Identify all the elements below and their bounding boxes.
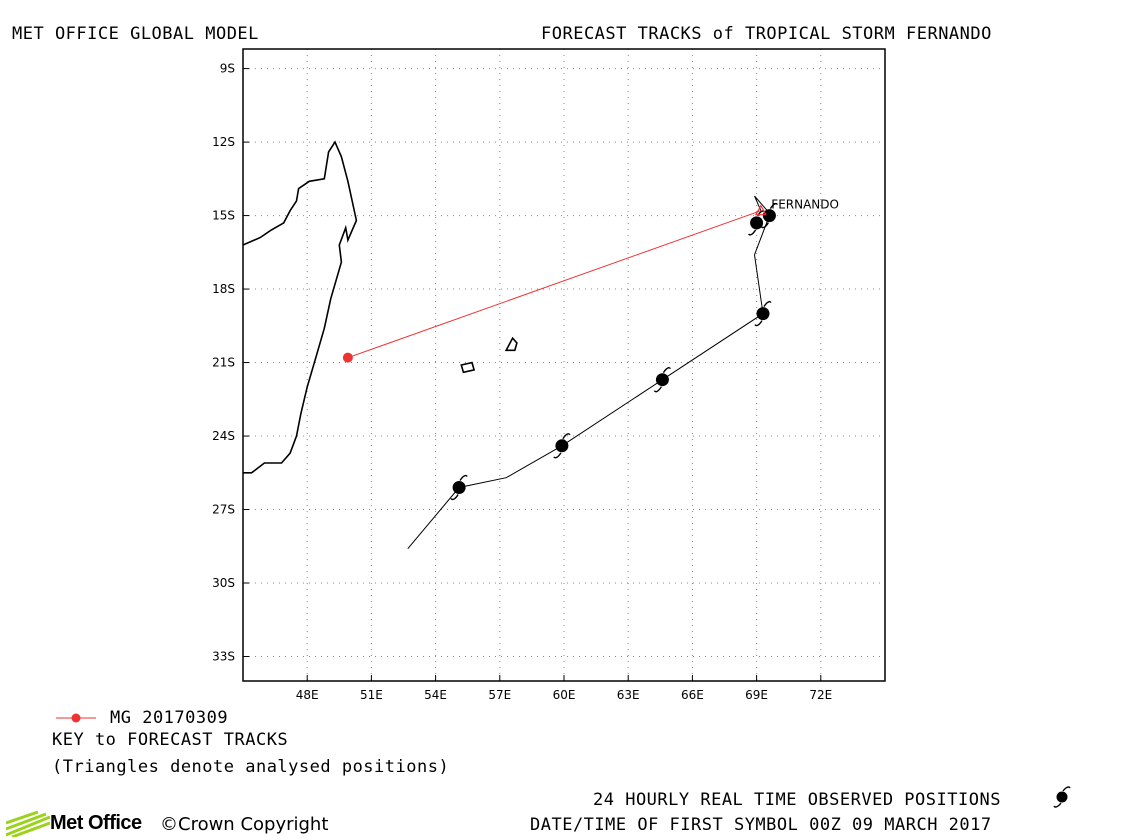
key-note: (Triangles denote analysed positions) [52, 757, 450, 777]
coastline-madagascar [242, 140, 358, 474]
y-tick-label: 21S [212, 356, 235, 370]
storm-symbol-body [762, 209, 776, 223]
met-office-logo-icon [6, 811, 50, 837]
storm-symbol-body [750, 216, 764, 230]
coastlines [242, 140, 518, 474]
storm-symbol-arm [763, 300, 772, 307]
y-tick-label: 15S [212, 209, 235, 223]
storm-symbol-arm [760, 222, 770, 229]
storm-symbol-arm [662, 367, 672, 374]
storm-symbol-icon [553, 433, 571, 459]
x-tick-label: 48E [296, 688, 319, 702]
axis-tick-labels: 48E 51E 54E 57E 60E 63E 66E 69E 72E 9S 12S 15S 18S 21… [212, 62, 832, 702]
storm-symbol-arm [769, 202, 779, 209]
storm-symbol-arm [653, 386, 663, 393]
y-tick-label: 27S [212, 503, 235, 517]
observed-track-line [407, 215, 770, 550]
storm-symbol-body [555, 439, 569, 453]
x-tick-label: 69E [745, 688, 768, 702]
map-frame [242, 48, 886, 682]
storm-symbol-body [756, 307, 770, 321]
storm-symbol-arm [553, 452, 562, 459]
grid-lines [243, 49, 885, 681]
analysed-track-hook [754, 195, 772, 216]
storm-symbol-icon [760, 202, 779, 229]
storm-symbol-icon [754, 300, 772, 327]
storm-name-label: FERNANDO [771, 198, 839, 212]
forecast-title: FORECAST TRACKS of TROPICAL STORM FERNAN… [541, 24, 992, 44]
y-tick-label: 30S [212, 576, 235, 590]
observed-symbol-icon [1053, 786, 1071, 808]
model-title: MET OFFICE GLOBAL MODEL [12, 24, 259, 44]
storm-symbol-arm [459, 474, 468, 481]
x-tick-label: 57E [488, 688, 511, 702]
island-outline [504, 336, 518, 352]
observed-track [407, 195, 779, 550]
y-tick-label: 18S [212, 282, 235, 296]
legend-marker [56, 713, 96, 723]
observed-positions-note: 24 HOURLY REAL TIME OBSERVED POSITIONS [593, 790, 1001, 810]
island-outline [460, 361, 476, 374]
analysed-position-triangle [754, 204, 767, 216]
x-tick-label: 60E [553, 688, 576, 702]
x-tick-label: 63E [617, 688, 640, 702]
storm-symbol-body [452, 481, 466, 494]
brand-name: Met Office [50, 812, 142, 834]
y-tick-label: 33S [212, 650, 235, 664]
storm-symbol-arm [450, 494, 459, 501]
storm-symbol-arm [562, 433, 571, 440]
forecast-track-line [347, 210, 762, 359]
storm-symbol-body [655, 373, 669, 387]
x-tick-label: 51E [360, 688, 383, 702]
storm-symbol-arm [747, 229, 757, 236]
forecast-tracks [342, 204, 767, 363]
copyright-text: ©Crown Copyright [160, 814, 329, 835]
y-tick-label: 9S [220, 62, 235, 76]
key-title: KEY to FORECAST TRACKS [52, 730, 289, 750]
x-tick-label: 66E [681, 688, 704, 702]
y-tick-label: 12S [212, 135, 235, 149]
first-symbol-note: DATE/TIME OF FIRST SYMBOL 00Z 09 MARCH 2… [530, 815, 992, 835]
forecast-end-dot [342, 352, 353, 363]
x-tick-label: 54E [424, 688, 447, 702]
storm-symbol-arm [754, 320, 763, 327]
x-tick-label: 72E [809, 688, 832, 702]
storm-symbol-icon [653, 367, 672, 393]
y-tick-label: 24S [212, 429, 235, 443]
storm-symbol-icon [450, 474, 468, 501]
legend-series-label: MG 20170309 [110, 708, 229, 728]
